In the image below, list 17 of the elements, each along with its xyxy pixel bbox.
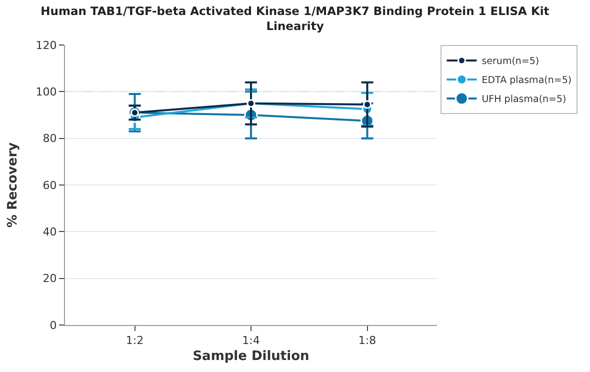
y-tick-label: 0	[50, 318, 57, 332]
y-tick-label: 20	[42, 272, 57, 286]
legend-label: serum(n=5)	[482, 56, 540, 68]
y-axis-title: % Recovery	[6, 142, 21, 228]
point	[363, 100, 372, 109]
x-tick-label: 1:8	[358, 334, 376, 348]
x-tick-label: 1:2	[126, 334, 144, 348]
x-axis-title: Sample Dilution	[192, 348, 310, 364]
legend-label: EDTA plasma(n=5)	[482, 75, 572, 86]
x-tick-label: 1:4	[242, 334, 260, 348]
chart-title: Human TAB1/TGF-beta Activated Kinase 1/MAP3K7 Binding Protein 1 ELISA Kit Linearity	[40, 4, 550, 33]
legend-label: UFH plasma(n=5)	[482, 94, 566, 106]
y-tick-label: 100	[36, 86, 57, 99]
y-tick-label: 120	[36, 38, 57, 52]
y-tick-label: 60	[42, 178, 57, 192]
y-tick-label: 80	[42, 132, 57, 146]
y-tick-label: 40	[42, 226, 57, 239]
